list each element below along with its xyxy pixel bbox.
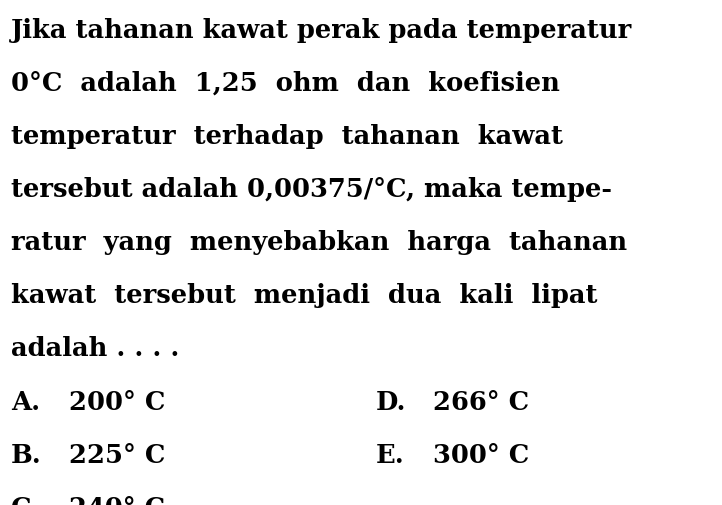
Text: 300° C: 300° C: [433, 442, 529, 467]
Text: tersebut adalah 0,00375/°C, maka tempe-: tersebut adalah 0,00375/°C, maka tempe-: [11, 177, 612, 201]
Text: kawat  tersebut  menjadi  dua  kali  lipat: kawat tersebut menjadi dua kali lipat: [11, 283, 597, 308]
Text: temperatur  terhadap  tahanan  kawat: temperatur terhadap tahanan kawat: [11, 124, 563, 148]
Text: 225° C: 225° C: [69, 442, 165, 467]
Text: C.: C.: [11, 495, 40, 505]
Text: 0°C  adalah  1,25  ohm  dan  koefisien: 0°C adalah 1,25 ohm dan koefisien: [11, 71, 560, 95]
Text: 240° C: 240° C: [69, 495, 165, 505]
Text: adalah . . . .: adalah . . . .: [11, 336, 179, 361]
Text: Jika tahanan kawat perak pada temperatur: Jika tahanan kawat perak pada temperatur: [11, 18, 632, 42]
Text: B.: B.: [11, 442, 42, 467]
Text: 200° C: 200° C: [69, 389, 165, 414]
Text: D.: D.: [375, 389, 406, 414]
Text: A.: A.: [11, 389, 40, 414]
Text: E.: E.: [375, 442, 404, 467]
Text: 266° C: 266° C: [433, 389, 529, 414]
Text: ratur  yang  menyebabkan  harga  tahanan: ratur yang menyebabkan harga tahanan: [11, 230, 627, 255]
